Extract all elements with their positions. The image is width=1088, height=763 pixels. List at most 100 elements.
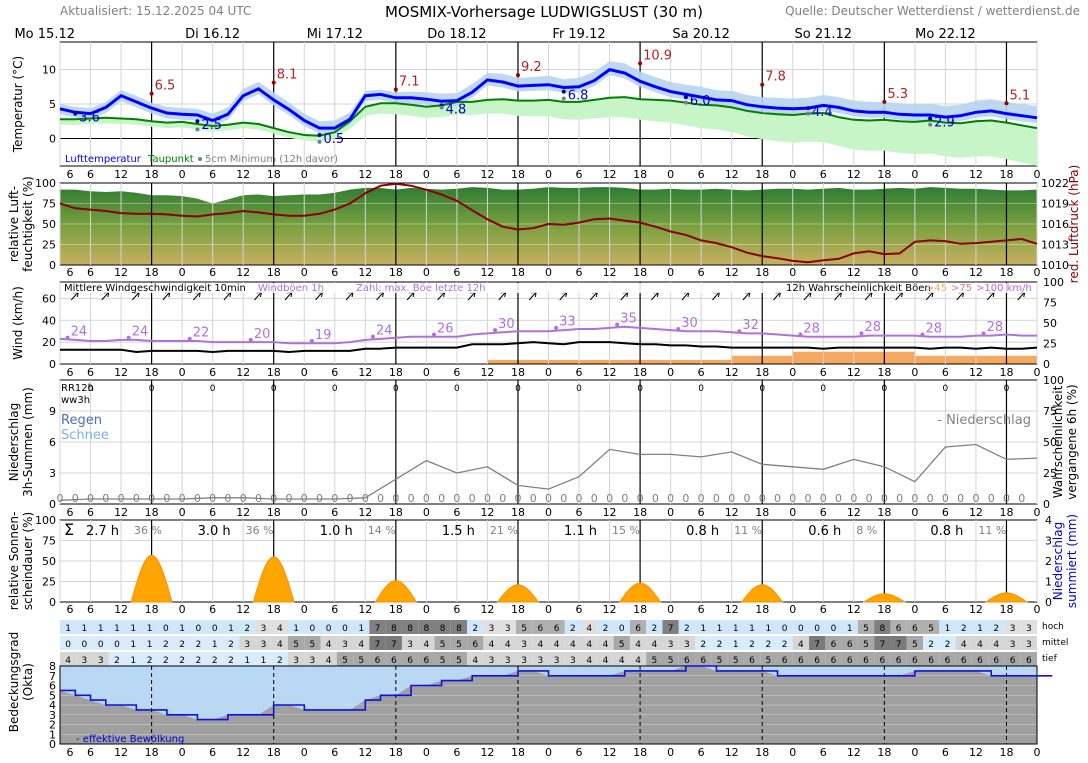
hum-hour-tick: 0: [911, 266, 918, 279]
hum-hour-tick: 12: [603, 266, 617, 279]
cloud-value-high: 0: [782, 624, 788, 634]
cloud-value-low: 3: [537, 656, 543, 666]
cloud-cell-low: [874, 652, 891, 666]
sunshine-area: [862, 593, 907, 603]
cloud-value-high: 6: [635, 624, 641, 634]
hum-hour-tick: 6: [209, 266, 216, 279]
rr3h-value: 0: [163, 492, 170, 505]
prec-hour-tick: 0: [911, 506, 918, 519]
cloud-cell-low: [743, 652, 761, 666]
cloud-ytick: 0: [49, 738, 56, 751]
cloud-cell-low: [906, 652, 924, 666]
cloud-value-mid: 5: [619, 640, 625, 650]
rr3h-value: 0: [988, 492, 995, 505]
cloud-cell-high: [874, 620, 891, 634]
cloud-cell-mid: [678, 636, 696, 650]
rr3h-value: 0: [682, 492, 689, 505]
rr3h-value: 0: [866, 492, 873, 505]
temp-max-label: 7.1: [399, 75, 420, 90]
sunshine-area: [618, 582, 662, 603]
wind-prob-ytick: 0: [1043, 358, 1050, 371]
cloud-cell-high: [92, 620, 109, 634]
cloud-value-high: 0: [326, 624, 332, 634]
sun-ylabel-right-2: summiert (mm): [1065, 514, 1079, 608]
cloud-value-high: 6: [537, 624, 543, 634]
cloud-cell-low: [60, 652, 77, 666]
prec-hour-tick: 0: [423, 506, 430, 519]
pressure-ylabel: red. Luftdruck (hPa): [1067, 165, 1081, 284]
legend-min-dot: [198, 157, 202, 161]
cloud-cell-low: [271, 652, 288, 666]
cloud-cell-high: [60, 620, 77, 634]
effective-cloud-line: [60, 665, 1053, 721]
cloud-cell-low: [776, 652, 793, 666]
wind-hour-tick: 0: [667, 366, 674, 379]
temp-hour-tick: 12: [847, 168, 861, 181]
hum-hour-tick: 18: [389, 266, 403, 279]
cloud-value-high: 1: [945, 624, 951, 634]
rr3h-value: 0: [759, 492, 766, 505]
cloud-cell-low: [385, 652, 402, 666]
cloud-cell-high: [955, 620, 972, 634]
rr3h-value: 0: [789, 492, 796, 505]
temp-hour-tick: 18: [389, 168, 403, 181]
temp-max-dot: [149, 91, 154, 96]
cloud-value-high: 5: [928, 624, 934, 634]
cloud-cell-high: [613, 620, 630, 634]
prec-hour-tick: 12: [603, 506, 617, 519]
rr3h-value: 0: [301, 492, 308, 505]
cloud-value-low: 4: [65, 656, 71, 666]
cloud-frame: [59, 665, 1038, 745]
cloud-value-low: 3: [310, 656, 316, 666]
cloud-value-low: 6: [1010, 656, 1016, 666]
temp-min-label: 6.0: [690, 94, 711, 109]
rr3h-value: 0: [224, 492, 231, 505]
gust-max-label: 28: [987, 320, 1004, 335]
wind-arrow: [315, 291, 323, 301]
temp-hour-tick: 18: [511, 168, 525, 181]
cloud-value-high: 0: [310, 624, 316, 634]
rr3h-value: 0: [72, 492, 79, 505]
wind-legend-max: Zahl: max. Böe letzte 12h: [356, 283, 486, 294]
cloud-value-high: 2: [961, 624, 967, 634]
pressure-ytick: 1022: [1041, 177, 1069, 190]
cloud-cell-high: [662, 620, 679, 634]
cloud-value-mid: 3: [261, 640, 267, 650]
cloud-cell-high: [548, 620, 565, 634]
cloud-ytick: 7: [49, 670, 56, 683]
day-label: Mi 17.12: [307, 27, 363, 42]
cloud-value-high: 0: [212, 624, 218, 634]
wind-hour-tick: 18: [877, 366, 891, 379]
rr3h-value: 0: [591, 492, 598, 505]
hum-hour-tick: 18: [267, 266, 281, 279]
cloud-cell-low: [401, 652, 419, 666]
gust-max-dot: [981, 331, 986, 336]
cloud-cell-high: [418, 620, 435, 634]
sun-ylabel-2: scheindauer (%): [21, 512, 35, 610]
hour-tick: 6: [67, 168, 74, 181]
pressure-ytick: 1019: [1041, 198, 1069, 211]
gust-max-dot: [65, 335, 70, 340]
cloud-value-mid: 3: [1010, 640, 1016, 650]
prec-hour-tick: 18: [755, 506, 769, 519]
cloud-value-low: 6: [700, 656, 706, 666]
cloud-cell-mid: [173, 636, 191, 650]
gust-max-label: 28: [803, 321, 820, 336]
cloud-value-high: 2: [993, 624, 999, 634]
cloud-value-low: 6: [814, 656, 820, 666]
prec-hour-tick: 0: [301, 506, 308, 519]
sun-ylabel-1: relative Sonnen-: [7, 512, 21, 611]
hour-tick: 6: [67, 266, 74, 279]
cloud-value-mid: 4: [798, 640, 804, 650]
rr3h-value: 0: [423, 492, 430, 505]
sun-pct: 21 %: [490, 524, 518, 537]
cloud-cell-low: [467, 652, 484, 666]
cloud-cell-high: [255, 620, 272, 634]
legend-cloud: - effektive Bewölkung: [76, 734, 184, 745]
sunshine-area: [740, 584, 784, 603]
cloud-hour-tick: 18: [267, 746, 281, 759]
cloud-cell-high: [141, 620, 158, 634]
rr12h-value: 0: [515, 384, 521, 394]
sun-hour-tick: 12: [480, 603, 494, 616]
cloud-value-low: 6: [863, 656, 869, 666]
